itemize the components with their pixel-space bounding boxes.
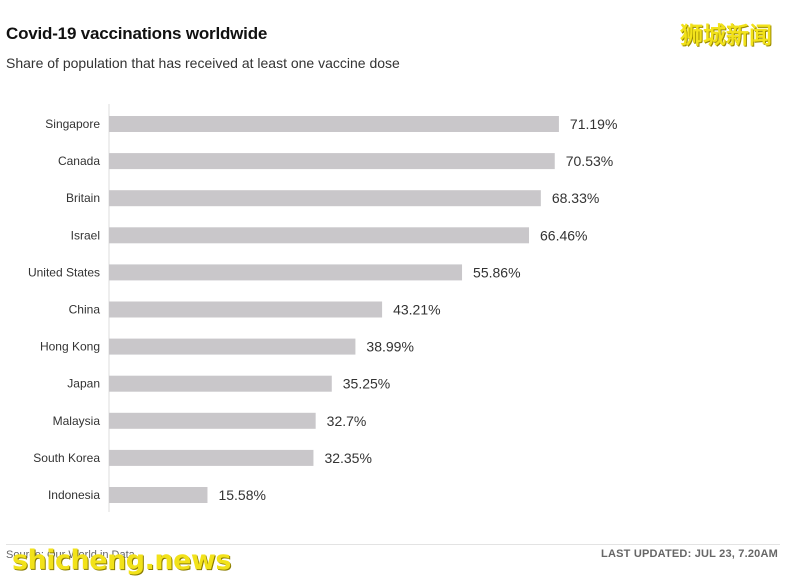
footer-divider (6, 544, 780, 545)
value-label: 55.86% (473, 264, 520, 280)
last-updated: LAST UPDATED: JUL 23, 7.20AM (601, 548, 778, 560)
bar (109, 190, 541, 207)
category-label: Indonesia (48, 488, 100, 502)
bar (109, 449, 314, 466)
value-label: 71.19% (570, 116, 617, 132)
bar (109, 153, 555, 170)
bar (109, 487, 208, 503)
bar (109, 338, 356, 355)
bar (109, 412, 316, 429)
value-label: 66.46% (540, 227, 587, 243)
category-label: South Korea (33, 451, 100, 465)
category-label: Japan (67, 377, 100, 391)
bar-chart: Singapore 71.19% Canada 70.53% Britain 68.33%… (28, 104, 617, 512)
value-label: 70.53% (566, 153, 613, 169)
bar (109, 301, 383, 318)
value-label: 32.35% (324, 450, 371, 466)
bar (109, 116, 559, 132)
chart-title: Covid-19 vaccinations worldwide (6, 24, 268, 43)
bar (109, 375, 332, 392)
category-label: China (69, 303, 101, 317)
category-label: Canada (58, 154, 100, 168)
bar (109, 264, 463, 281)
value-label: 68.33% (552, 190, 599, 206)
source-note: Source: Our World in Data (6, 549, 135, 561)
value-label: 32.7% (327, 413, 367, 429)
chart-subtitle: Share of population that has received at… (6, 55, 400, 71)
bar (109, 227, 530, 244)
category-label: Malaysia (53, 414, 101, 428)
value-label: 35.25% (343, 376, 390, 392)
category-label: Singapore (45, 117, 100, 131)
value-label: 38.99% (366, 339, 413, 355)
category-label: Britain (66, 191, 100, 205)
watermark-logo-top: 狮城新闻 (680, 23, 772, 49)
category-label: Israel (71, 228, 100, 242)
category-label: Hong Kong (40, 340, 100, 354)
value-label: 15.58% (218, 487, 265, 503)
category-label: United States (28, 265, 100, 279)
value-label: 43.21% (393, 302, 440, 318)
watermark-logo-bottom: shicheng.news (12, 545, 231, 576)
